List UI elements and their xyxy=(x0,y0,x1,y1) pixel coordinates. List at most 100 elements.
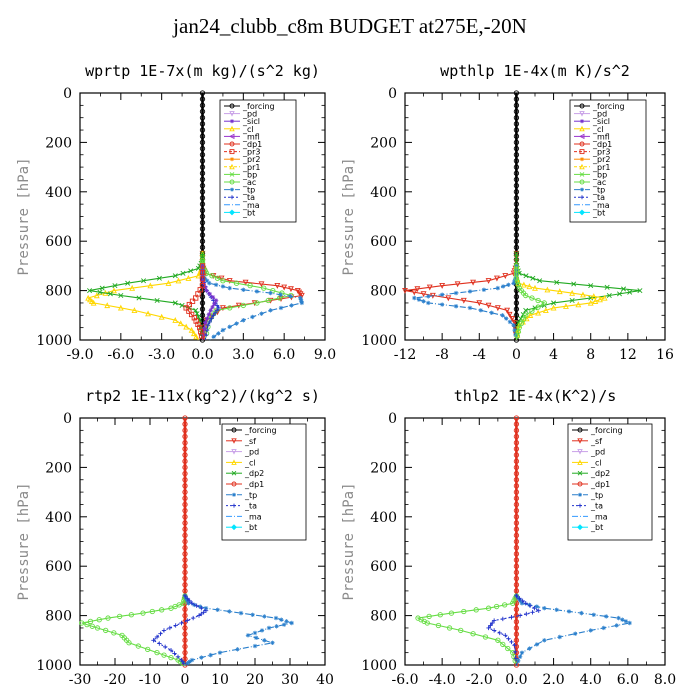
series-point xyxy=(513,220,520,226)
series-point xyxy=(597,296,603,303)
series-point xyxy=(241,318,246,323)
series-point xyxy=(250,612,255,617)
series-point xyxy=(227,609,232,614)
series-point xyxy=(199,655,204,660)
series-point xyxy=(467,305,473,311)
x-tick-label: -6.0 xyxy=(107,347,134,363)
series-point xyxy=(185,275,192,281)
legend-label: _ta xyxy=(592,193,605,202)
series-point xyxy=(182,514,188,520)
series-point xyxy=(189,657,195,663)
series-point xyxy=(199,263,206,269)
series-point xyxy=(149,608,155,615)
x-tick-label: 16 xyxy=(656,347,674,363)
legend-label: _bt xyxy=(590,523,603,532)
y-tick-label: 200 xyxy=(370,460,397,476)
legend-marker xyxy=(579,172,585,177)
series-point xyxy=(253,635,259,641)
series-point xyxy=(182,588,188,594)
series-point xyxy=(99,285,105,291)
x-tick-label: 0 xyxy=(512,347,521,363)
x-tick-label: -10 xyxy=(139,672,162,688)
series-point xyxy=(186,301,192,308)
series-point xyxy=(526,283,533,290)
series-point xyxy=(158,313,165,320)
y-tick-label: 800 xyxy=(370,284,397,300)
series-point xyxy=(579,610,584,616)
legend-label: _ma xyxy=(242,201,260,210)
series-point xyxy=(199,244,206,251)
series-point xyxy=(87,618,94,625)
series-point xyxy=(513,152,520,158)
series-point xyxy=(159,607,165,613)
series-point xyxy=(513,582,520,588)
panel-3: rtp2 1E-11x(kg^2)/(kg^2 s) Pressure [hPa]… xyxy=(16,387,334,688)
series-line xyxy=(515,595,632,666)
series-point xyxy=(212,301,217,306)
series-point xyxy=(523,292,529,299)
series-point xyxy=(219,305,226,312)
series-point xyxy=(513,226,520,232)
series-point xyxy=(182,606,188,613)
series-point xyxy=(199,127,206,133)
series-point xyxy=(278,292,283,297)
legend-marker xyxy=(580,157,584,162)
series-point xyxy=(199,238,206,244)
series-point xyxy=(190,615,196,621)
legend-marker xyxy=(580,195,584,200)
legend-label: _sicl xyxy=(242,117,260,126)
series-point xyxy=(186,308,192,314)
legend-marker xyxy=(229,125,235,132)
series-point xyxy=(145,646,151,653)
legend-label: _cl xyxy=(592,125,604,134)
y-tick-label: 400 xyxy=(45,510,72,526)
series-point xyxy=(587,299,594,306)
legend-marker xyxy=(579,125,585,132)
series-point xyxy=(199,176,206,183)
series-point xyxy=(616,291,623,297)
series-point xyxy=(199,195,206,201)
x-tick-label: 0.0 xyxy=(505,672,527,688)
series-point xyxy=(97,289,103,295)
series-point xyxy=(494,305,501,312)
series-point xyxy=(188,268,194,274)
series-point xyxy=(197,604,203,609)
series-point xyxy=(200,268,205,274)
series-point xyxy=(513,507,520,514)
series-point xyxy=(542,638,547,643)
series-point xyxy=(270,287,276,294)
series-point xyxy=(199,207,206,213)
series-point xyxy=(238,610,244,616)
series-point xyxy=(588,283,594,289)
panel-2: wpthlp 1E-4x(m K)/s^2 Pressure [hPa] 0 200 4… xyxy=(341,62,674,363)
legend-label: _dp1 xyxy=(590,480,610,489)
legend-label: _cl xyxy=(590,458,602,467)
series-point xyxy=(173,623,178,628)
series-point xyxy=(199,189,206,195)
series-point xyxy=(157,641,162,646)
x-tick-label: 30 xyxy=(281,672,299,688)
series-point xyxy=(513,477,520,483)
series-point xyxy=(182,532,188,538)
series-point xyxy=(182,507,188,514)
series-point xyxy=(182,458,188,464)
y-tick-label: 800 xyxy=(45,284,72,300)
series-point xyxy=(426,294,431,299)
series-point xyxy=(200,273,205,278)
series-point xyxy=(513,238,520,244)
series-point xyxy=(202,326,207,331)
series-point xyxy=(513,446,520,452)
series-point xyxy=(182,612,188,619)
legend-marker xyxy=(231,459,237,465)
series-point xyxy=(154,650,160,656)
series-point xyxy=(473,607,479,613)
y-tick-label: 400 xyxy=(370,185,397,201)
series-point xyxy=(199,115,206,121)
series-point xyxy=(182,582,188,588)
series-point xyxy=(513,619,520,625)
legend-marker xyxy=(231,438,237,444)
series-point xyxy=(534,604,540,609)
y-tick-label: 200 xyxy=(45,135,72,151)
series-point xyxy=(513,588,520,594)
series-point xyxy=(637,288,643,294)
